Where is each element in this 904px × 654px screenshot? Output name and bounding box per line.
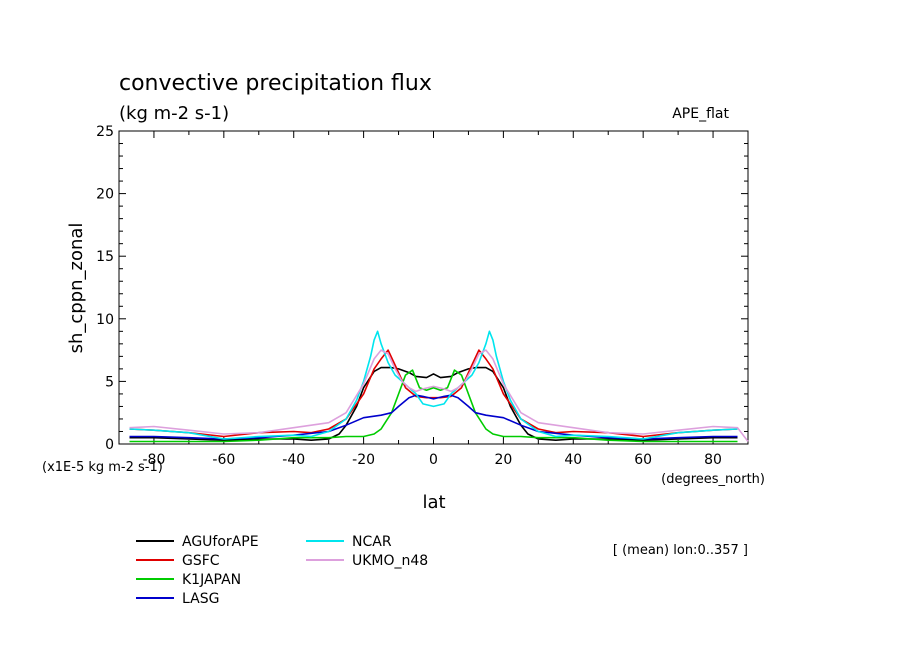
- x-unit-label: (degrees_north): [661, 472, 765, 487]
- y-tick-label: 15: [96, 249, 114, 265]
- legend-label: LASG: [182, 591, 219, 607]
- y-axis-label: sh_cppn_zonal: [66, 223, 87, 354]
- y-scale-label: (x1E-5 kg m-2 s-1): [42, 460, 163, 475]
- mean-note: [ (mean) lon:0..357 ]: [613, 543, 748, 558]
- plot-area: -80 -60 -40 -20 0 20 40 60 80 0 5 10 15 20 25: [96, 124, 749, 468]
- x-tick-label: -40: [282, 452, 305, 468]
- series-line-aguforape: [129, 366, 738, 442]
- y-tick-label: 25: [96, 124, 114, 140]
- y-tick-label: 20: [96, 187, 114, 203]
- y-tick-label: 0: [105, 437, 114, 453]
- y-tick-label: 5: [105, 374, 114, 390]
- legend-label: K1JAPAN: [182, 572, 241, 588]
- chart-tag: APE_flat: [672, 106, 729, 122]
- legend-label: AGUforAPE: [182, 534, 259, 550]
- legend-label: NCAR: [352, 534, 392, 550]
- x-tick-label: -60: [212, 452, 235, 468]
- series-line-ncar: [129, 330, 738, 440]
- x-tick-label: 60: [634, 452, 652, 468]
- chart-title: convective precipitation flux: [119, 71, 432, 96]
- x-tick-label: 0: [429, 452, 438, 468]
- legend-label: GSFC: [182, 553, 220, 569]
- x-tick-label: 80: [704, 452, 722, 468]
- series-line-ukmo-n48: [129, 349, 749, 442]
- series-line-gsfc: [129, 349, 738, 438]
- chart-subtitle: (kg m-2 s-1): [119, 103, 229, 124]
- x-tick-label: -20: [352, 452, 375, 468]
- x-axis-label: lat: [422, 492, 445, 513]
- x-tick-label: -80: [143, 452, 166, 468]
- series-line-k1japan: [129, 369, 738, 443]
- legend: AGUforAPE GSFC K1JAPAN LASG NCAR UKMO_n48: [136, 534, 428, 607]
- series-line-lasg: [129, 394, 738, 440]
- y-tick-label: 10: [96, 312, 114, 328]
- x-tick-label: 40: [564, 452, 582, 468]
- x-tick-label: 20: [494, 452, 512, 468]
- legend-label: UKMO_n48: [352, 553, 428, 569]
